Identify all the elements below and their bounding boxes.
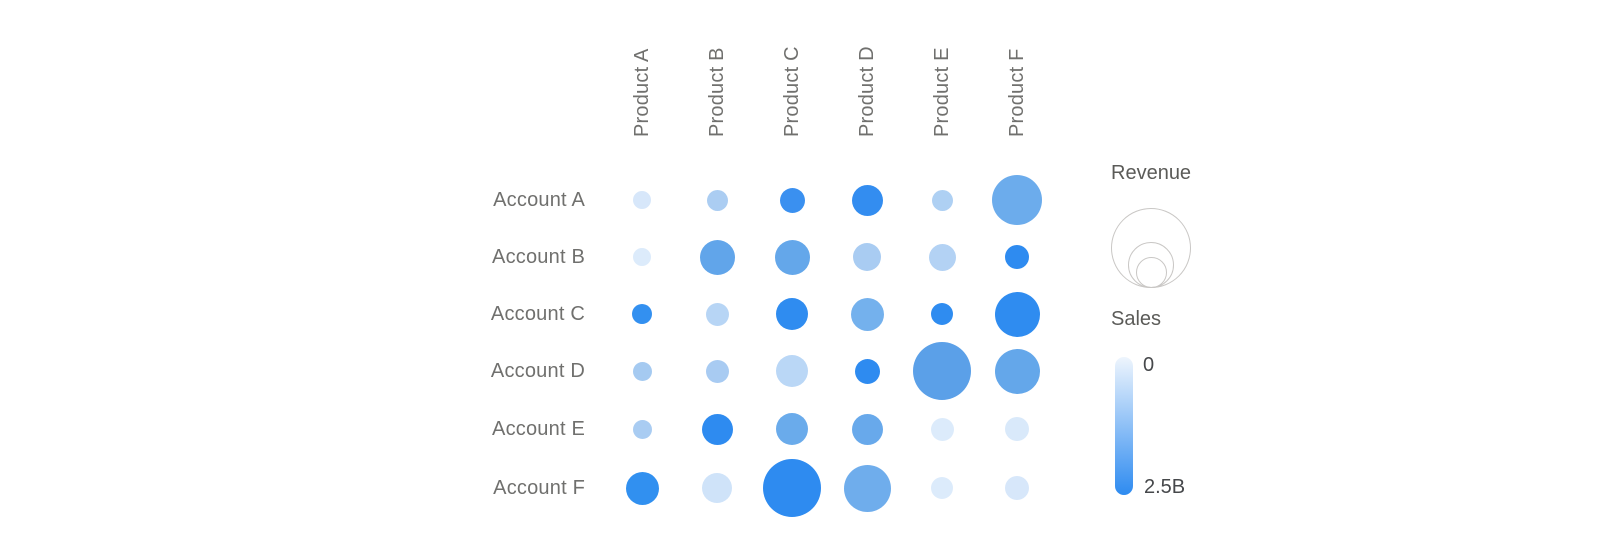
bubble[interactable] — [1005, 245, 1029, 269]
column-label: Product C — [781, 46, 803, 137]
bubble[interactable] — [776, 355, 808, 387]
revenue-legend-title: Revenue — [1111, 162, 1192, 184]
bubble[interactable] — [854, 358, 880, 384]
bubble[interactable] — [632, 361, 652, 381]
bubble[interactable] — [994, 291, 1040, 337]
sales-color-gradient-bar — [1115, 357, 1133, 495]
bubble[interactable] — [851, 184, 883, 216]
bubble[interactable] — [851, 413, 883, 445]
sales-legend-min-label: 0 — [1143, 354, 1155, 376]
column-label: Product D — [856, 46, 878, 137]
bubble[interactable] — [850, 297, 884, 331]
column-label: Product E — [931, 47, 953, 137]
sales-legend-max-label: 2.5B — [1144, 476, 1186, 498]
revenue-size-legend — [1111, 208, 1191, 288]
row-label: Account A — [493, 189, 585, 211]
row-label: Account B — [492, 246, 585, 268]
column-label: Product A — [631, 48, 653, 137]
bubble[interactable] — [774, 239, 810, 275]
row-label: Account E — [492, 418, 585, 440]
bubble[interactable] — [1005, 417, 1029, 441]
bubble[interactable] — [632, 419, 652, 439]
bubble[interactable] — [992, 175, 1042, 225]
bubble[interactable] — [633, 248, 651, 266]
row-label: Account C — [490, 303, 585, 325]
bubble[interactable] — [928, 243, 956, 271]
bubble[interactable] — [994, 348, 1040, 394]
bubble[interactable] — [913, 342, 971, 400]
bubble[interactable] — [843, 464, 891, 512]
bubble[interactable] — [701, 413, 733, 445]
bubble[interactable] — [853, 243, 881, 271]
bubble[interactable] — [776, 413, 808, 445]
column-label: Product F — [1006, 48, 1028, 138]
bubble[interactable] — [705, 359, 729, 383]
bubble[interactable] — [705, 302, 729, 326]
bubble[interactable] — [699, 239, 735, 275]
column-label: Product B — [706, 47, 728, 137]
bubble[interactable] — [930, 417, 954, 441]
bubble[interactable] — [779, 187, 805, 213]
bubble[interactable] — [1005, 476, 1029, 500]
bubble[interactable] — [931, 477, 953, 499]
bubble[interactable] — [706, 189, 728, 211]
row-label: Account F — [493, 477, 585, 499]
size-legend-small-circle — [1135, 257, 1167, 288]
bubble[interactable] — [931, 303, 953, 325]
bubble[interactable] — [931, 189, 953, 211]
bubble[interactable] — [625, 471, 659, 505]
bubble[interactable] — [702, 473, 732, 503]
row-label: Account D — [490, 360, 585, 382]
sales-legend-title: Sales — [1111, 308, 1162, 330]
bubble[interactable] — [763, 459, 821, 517]
bubble[interactable] — [633, 191, 651, 209]
bubble[interactable] — [776, 298, 808, 330]
bubble[interactable] — [632, 304, 652, 324]
